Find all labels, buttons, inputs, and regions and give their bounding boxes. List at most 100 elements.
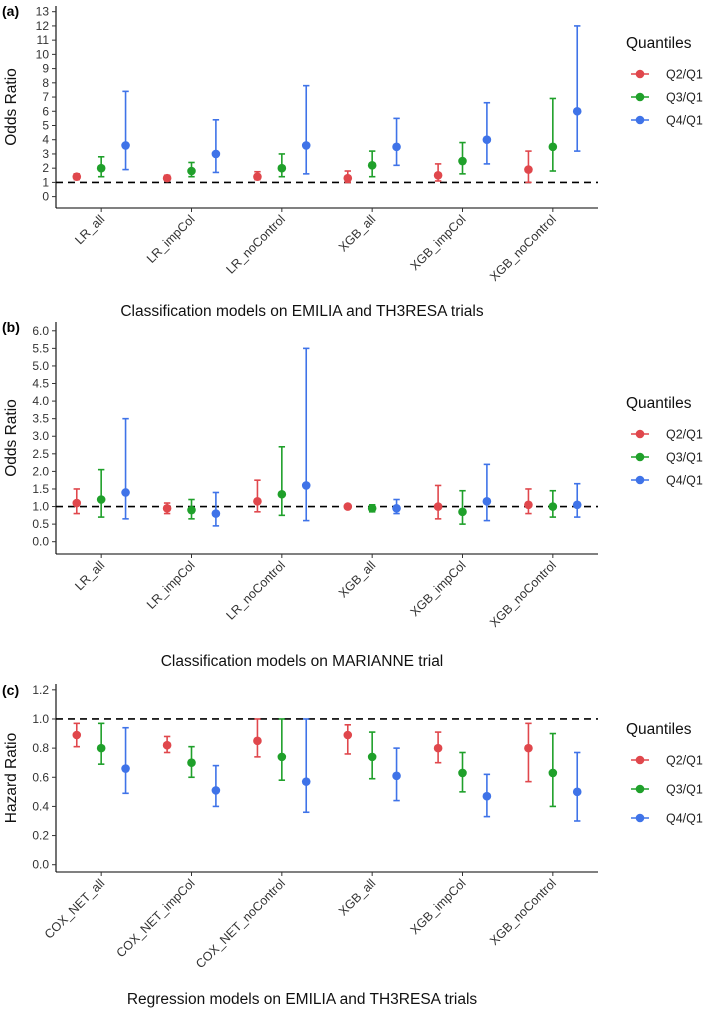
x-tick-label: XGB_impCol	[408, 876, 469, 937]
data-point	[187, 505, 196, 515]
data-point	[433, 743, 443, 753]
y-tick-label: 3	[42, 147, 49, 161]
x-tick-label: XGB_noControl	[487, 876, 559, 948]
data-point	[72, 498, 82, 508]
legend-label: Q3/Q1	[666, 783, 703, 797]
data-point	[277, 752, 287, 762]
data-point	[433, 502, 443, 511]
y-tick-label: 6.0	[32, 324, 49, 338]
legend-key-point	[635, 452, 645, 462]
legend-key-point	[635, 475, 645, 485]
y-tick-label: 4.0	[32, 394, 49, 408]
series-q2-q1	[72, 479, 533, 520]
y-tick-label: 5	[42, 118, 49, 132]
y-tick-label: 2.0	[32, 464, 49, 478]
legend-label: Q3/Q1	[666, 451, 703, 465]
y-tick-label: 0.8	[32, 741, 49, 755]
legend-title: Quantiles	[626, 35, 692, 52]
y-tick-label: 0.0	[32, 858, 49, 872]
data-point	[482, 135, 492, 145]
data-point	[72, 172, 82, 182]
data-point	[211, 786, 221, 795]
data-point	[524, 743, 533, 753]
x-tick-label: LR_impCol	[144, 212, 198, 266]
data-point	[572, 500, 582, 510]
data-point	[458, 507, 467, 517]
legend-label: Q4/Q1	[666, 812, 703, 826]
legend-key-point	[635, 429, 645, 439]
y-axis-title: Odds Ratio	[3, 68, 20, 146]
data-point	[277, 163, 287, 173]
data-point	[187, 758, 196, 767]
y-tick-label: 0.2	[32, 829, 49, 843]
data-point	[524, 500, 533, 510]
legend-label: Q2/Q1	[666, 68, 703, 82]
data-point	[96, 163, 106, 173]
data-point	[72, 730, 82, 740]
data-point	[524, 165, 533, 174]
legend: Quantiles Q2/Q1 Q3/Q1 Q4/Q1	[626, 35, 703, 128]
y-tick-label: 1.0	[32, 712, 49, 726]
y-tick-label: 8	[42, 76, 49, 90]
legend-title: Quantiles	[626, 721, 692, 738]
panel-label: (b)	[2, 319, 20, 335]
data-point	[343, 502, 353, 511]
legend: Quantiles Q2/Q1 Q3/Q1 Q4/Q1	[626, 721, 703, 826]
legend-label: Q2/Q1	[666, 428, 703, 442]
data-point	[211, 149, 221, 159]
y-axis-title: Odds Ratio	[3, 399, 20, 477]
y-axis-title: Hazard Ratio	[3, 733, 20, 823]
x-axis-title: Regression models on EMILIA and TH3RESA …	[127, 991, 478, 1008]
y-tick-label: 0.4	[32, 799, 49, 813]
data-point	[253, 172, 262, 182]
panel-label: (c)	[2, 682, 19, 698]
y-tick-label: 5.0	[32, 359, 49, 373]
x-tick-label: LR_noControl	[224, 558, 288, 622]
legend-key-point	[635, 92, 645, 102]
data-point	[433, 170, 443, 180]
data-point	[367, 504, 377, 513]
y-tick-label: 4.5	[32, 377, 49, 391]
y-tick-label: 1.5	[32, 482, 49, 496]
y-tick-label: 12	[36, 19, 50, 33]
y-tick-label: 1.0	[32, 500, 49, 514]
legend-title: Quantiles	[626, 395, 692, 412]
data-point	[211, 509, 221, 518]
data-point	[572, 106, 582, 116]
legend-key-point	[635, 115, 645, 125]
x-tick-label: COX_NET_all	[42, 876, 107, 941]
x-tick-label: XGB_impCol	[408, 212, 469, 273]
y-tick-label: 1	[42, 175, 49, 189]
data-point	[482, 496, 492, 506]
y-tick-label: 3.0	[32, 429, 49, 443]
legend-label: Q4/Q1	[666, 114, 703, 128]
data-point	[162, 740, 172, 750]
data-point	[392, 142, 401, 152]
legend-label: Q2/Q1	[666, 754, 703, 768]
chart-panel-2: (b) 0.0 0.5 1.0 1.5 2.0 2.5 3.0 3.5 4.0 4.5 5.0 5.5 6…	[2, 319, 703, 670]
data-point	[277, 489, 287, 499]
y-tick-label: 2.5	[32, 447, 49, 461]
series-q3-q1	[96, 445, 558, 525]
y-tick-label: 6	[42, 104, 49, 118]
x-tick-label: XGB_noControl	[487, 558, 559, 630]
data-point	[392, 504, 401, 513]
series-q4-q1	[121, 25, 582, 175]
y-tick-label: 2	[42, 161, 49, 175]
data-point	[548, 502, 558, 511]
y-tick-label: 10	[36, 47, 50, 61]
data-point	[96, 495, 106, 504]
data-point	[572, 787, 582, 797]
data-point	[187, 166, 196, 176]
legend-label: Q3/Q1	[666, 91, 703, 105]
y-tick-label: 9	[42, 62, 49, 76]
x-axis-title: Classification models on EMILIA and TH3R…	[120, 303, 484, 320]
data-point	[458, 768, 467, 778]
data-point	[162, 504, 172, 513]
data-point	[482, 791, 492, 801]
data-point	[367, 161, 377, 170]
data-point	[253, 496, 262, 506]
y-tick-label: 0	[42, 190, 49, 204]
